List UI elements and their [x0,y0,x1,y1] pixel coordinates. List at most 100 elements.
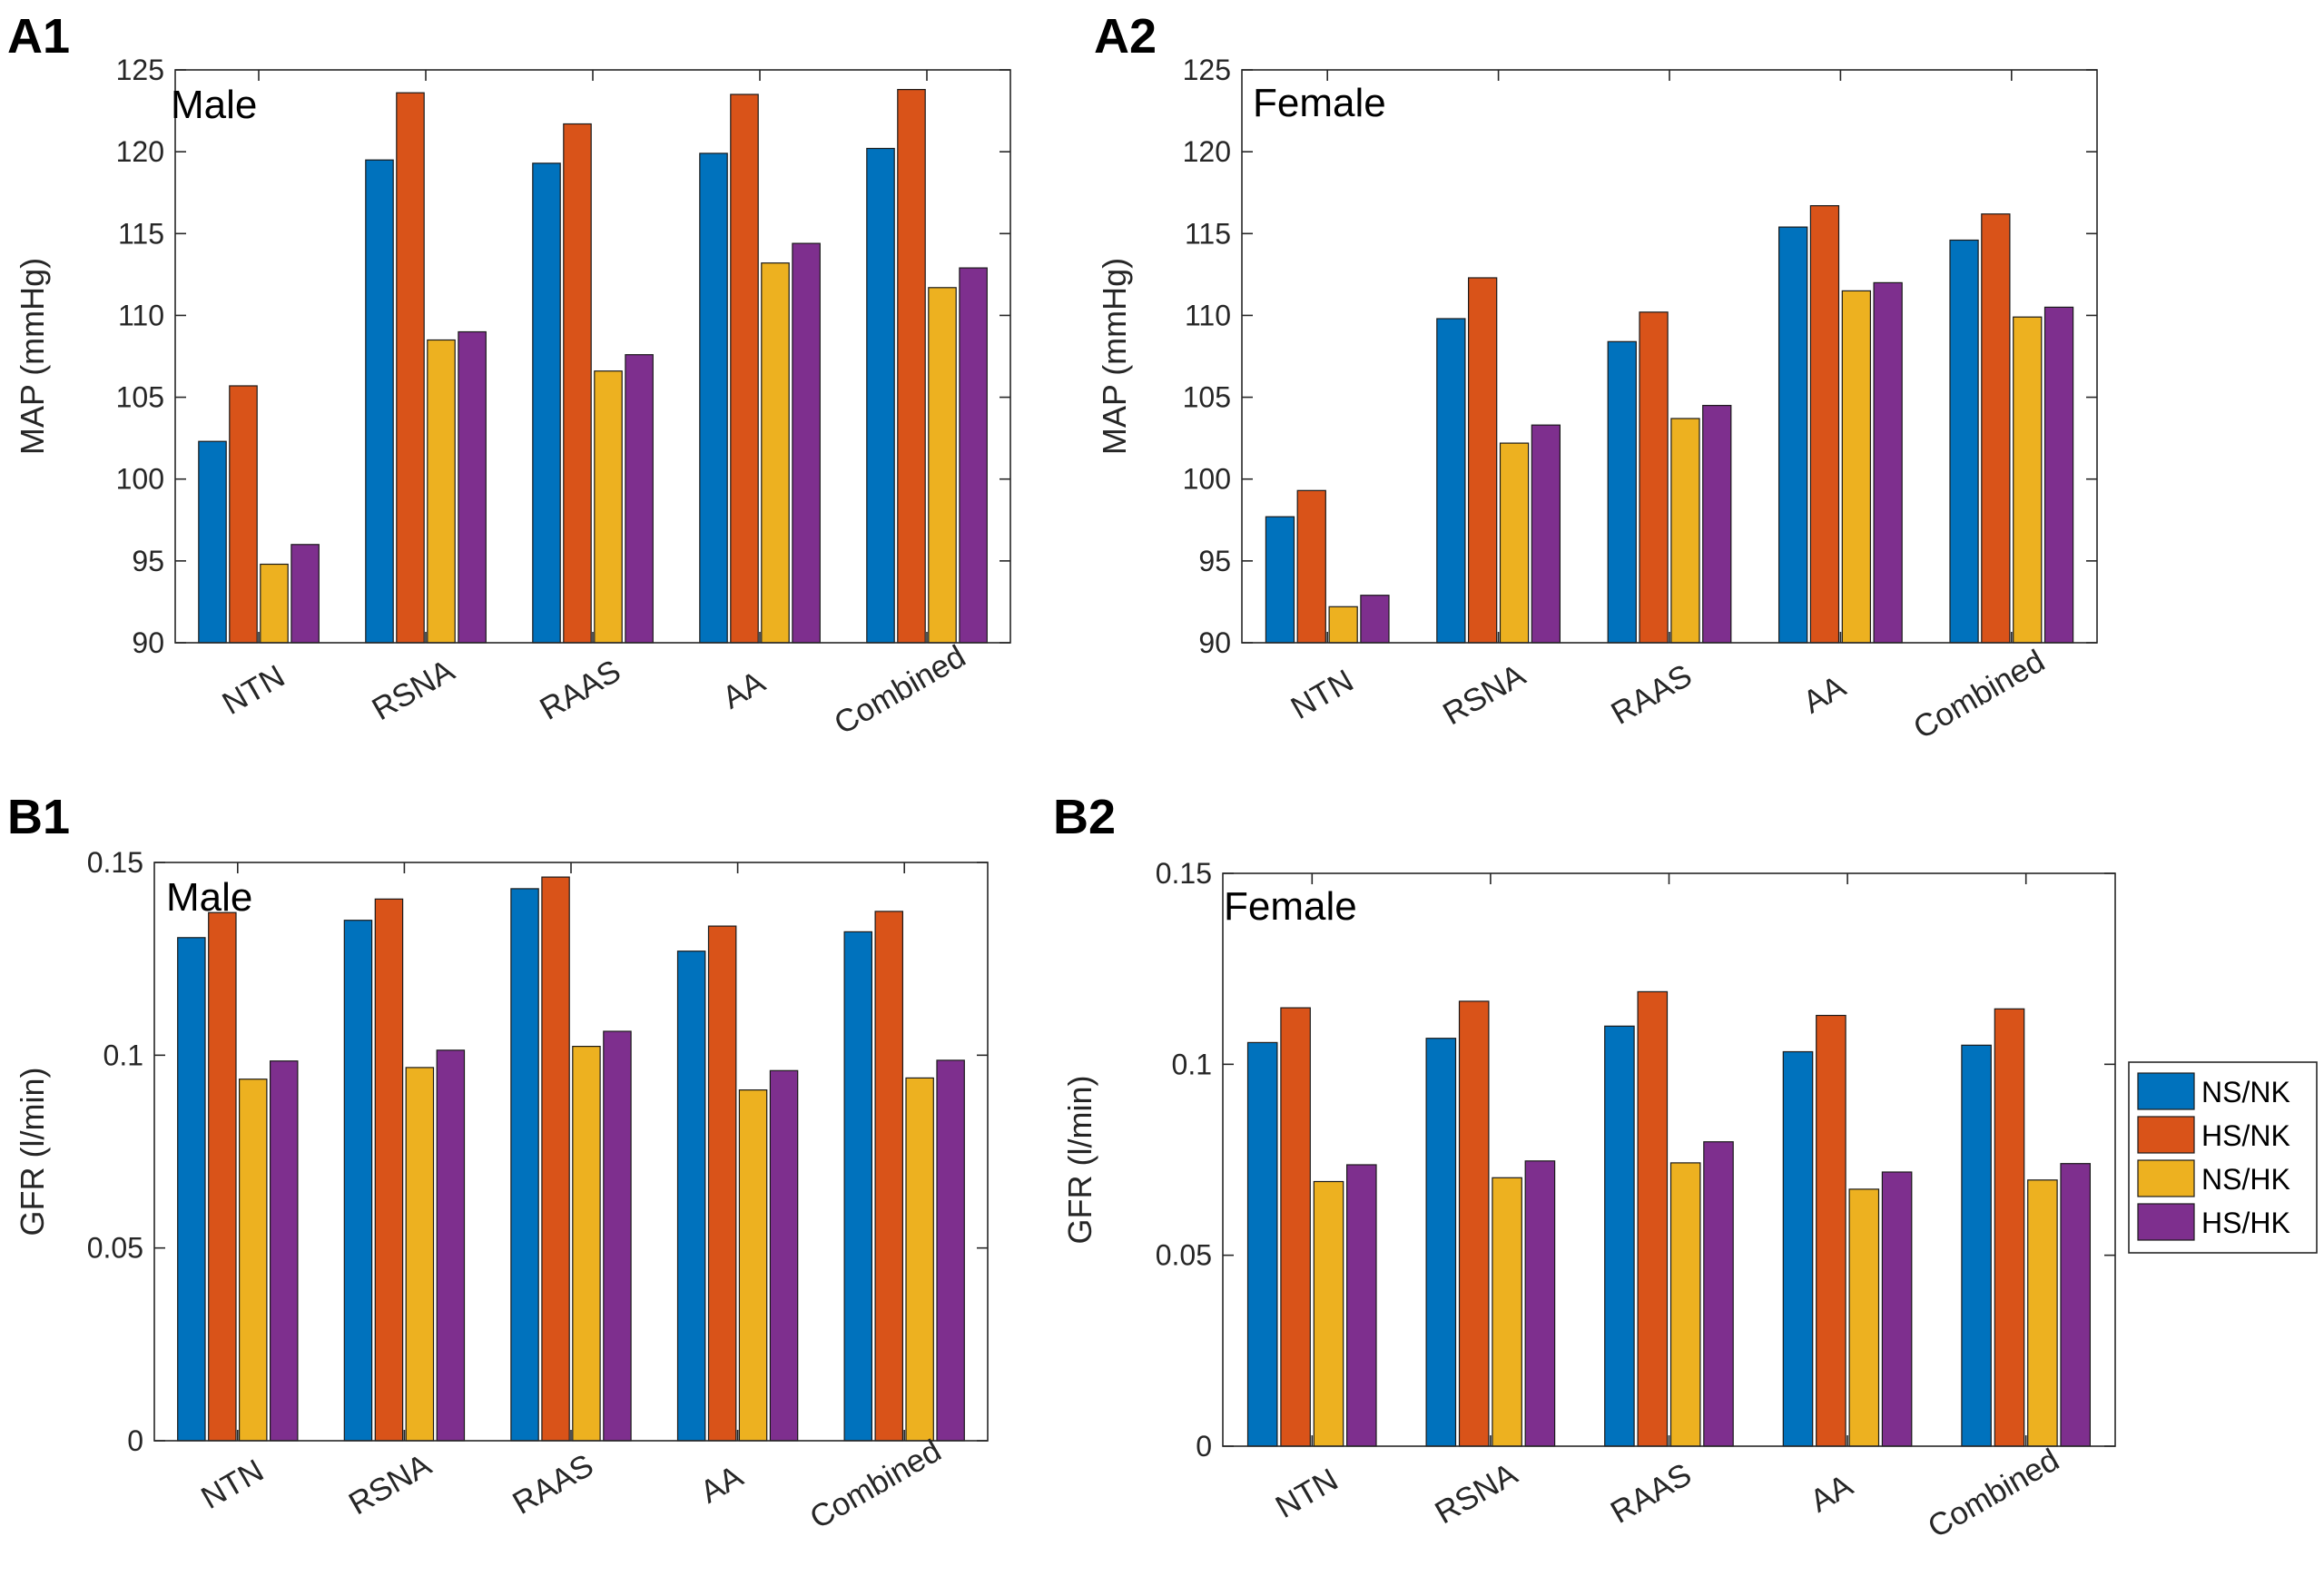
x-tick-label-combined: Combined [1922,1442,2065,1545]
bar-a2-nshk-aa [1841,290,1872,644]
bar-b2-nsnk-rsna [1425,1038,1457,1447]
panel-letter-a1: A1 [7,9,70,64]
panel-letter-a2: A2 [1094,9,1157,64]
bar-b1-nsnk-raas [510,888,539,1442]
x-tick-label-aa: AA [694,1458,750,1510]
bar-b2-hsnk-ntn [1280,1007,1311,1447]
bar-a2-nshk-rsna [1499,442,1530,644]
bar-a2-hsnk-aa [1809,205,1840,644]
y-tick-label: 100 [116,463,164,496]
bar-a2-hshk-combined [2043,306,2074,644]
bar-a1-hsnk-ntn [229,385,258,644]
y-axis-label: GFR (l/min) [14,1068,51,1236]
bar-b2-hsnk-rsna [1458,1000,1490,1447]
bar-b1-hshk-aa [769,1069,799,1442]
y-tick-label: 0.1 [103,1039,143,1071]
legend-swatch-hsnk [2137,1116,2195,1154]
bar-b2-nshk-raas [1669,1162,1701,1447]
bar-b1-hsnk-raas [541,876,570,1442]
bar-b2-hshk-combined [2060,1163,2092,1447]
bar-a2-hsnk-raas [1639,311,1669,644]
bar-b1-hshk-combined [936,1059,965,1442]
y-tick-label: 125 [1183,54,1231,86]
x-tick-label-rsna: RSNA [1429,1456,1523,1532]
y-tick-label: 115 [1185,217,1231,250]
x-tick-label-ntn: NTN [1285,663,1360,726]
x-tick-label-ntn: NTN [1270,1462,1344,1525]
bar-b1-hsnk-rsna [374,898,404,1442]
bar-b2-hshk-ntn [1345,1164,1377,1447]
bar-a1-hshk-combined [959,267,988,644]
bar-b1-nshk-rsna [405,1067,435,1442]
bar-a1-hshk-ntn [290,544,320,644]
y-tick-label: 105 [1183,381,1231,414]
x-tick-label-combined: Combined [828,638,971,742]
bar-b1-nshk-combined [905,1077,934,1442]
bar-a2-nsnk-raas [1607,340,1637,644]
bar-a2-nsnk-ntn [1265,516,1295,644]
bar-b2-nshk-combined [2027,1179,2058,1447]
panel-letter-b2: B2 [1053,790,1116,844]
chart-title: Female [1224,884,1357,929]
bar-a2-nshk-raas [1670,418,1700,644]
y-tick-label: 0.15 [87,846,143,879]
legend-label-hshk: HS/HK [2201,1207,2290,1239]
legend-swatch-nsnk [2137,1072,2195,1110]
panel-b2: B2 0 0.05 0.1 0.15 NTN RSNA RAAS AA Combined GFR … [1053,790,2116,1545]
y-tick-label: 100 [1183,463,1231,496]
bar-b1-nshk-aa [738,1089,768,1442]
bar-a2-hshk-raas [1702,405,1732,644]
bar-b2-hsnk-combined [1994,1008,2025,1447]
bar-b2-hsnk-aa [1816,1014,1846,1447]
bar-a1-nsnk-ntn [198,440,227,644]
x-tick-label-combined: Combined [1907,643,2051,746]
bar-b2-hshk-rsna [1524,1160,1556,1447]
y-tick-label: 115 [118,217,164,250]
y-tick-label: 110 [1185,299,1231,331]
y-tick-label: 0.15 [1156,857,1212,890]
y-tick-label: 90 [1198,626,1231,659]
bar-b2-nshk-ntn [1313,1180,1344,1447]
bar-b1-hshk-rsna [436,1049,466,1442]
bar-b1-hsnk-combined [874,911,903,1442]
bar-a1-hsnk-combined [897,88,926,644]
bar-b1-hsnk-ntn [208,911,237,1442]
bar-a2-nshk-combined [2013,316,2043,644]
bar-b2-hshk-aa [1881,1171,1913,1447]
bar-b1-nsnk-combined [843,931,872,1442]
bar-a2-hsnk-combined [1981,213,2011,644]
legend-swatch-nshk [2137,1159,2195,1197]
bar-a1-nshk-combined [928,287,957,644]
y-tick-label: 0 [1196,1430,1212,1463]
y-tick-label: 95 [1198,545,1231,577]
bar-a2-hshk-ntn [1360,595,1390,644]
x-tick-label-aa: AA [716,664,772,715]
y-tick-label: 95 [132,545,164,577]
bar-a2-nsnk-aa [1777,226,1808,644]
x-tick-label-aa: AA [1804,1467,1859,1519]
bar-b1-nshk-ntn [239,1079,268,1442]
x-tick-label-raas: RAAS [1605,1456,1698,1530]
x-tick-label-raas: RAAS [1605,657,1698,731]
y-axis-label: MAP (mmHg) [1096,258,1133,455]
bar-a1-nshk-ntn [260,563,289,644]
y-tick-label: 90 [132,626,164,659]
bar-a2-nshk-ntn [1328,606,1358,644]
y-tick-label: 0.05 [1156,1239,1212,1272]
panel-b1: B1 0 0.05 0.1 0.15 NTN RSNA RAAS AA Combined GFR … [7,790,989,1536]
x-tick-label-aa: AA [1797,668,1853,720]
bar-a1-nsnk-combined [866,147,895,644]
bar-a1-hsnk-raas [563,123,592,644]
y-tick-label: 0.1 [1172,1048,1212,1080]
bar-a1-nshk-aa [761,262,790,644]
x-tick-label-raas: RAAS [534,653,626,726]
chart-title: Male [171,83,257,127]
bar-a1-nshk-rsna [427,339,456,644]
x-tick-label-ntn: NTN [216,658,290,722]
y-tick-label: 125 [116,54,164,86]
y-tick-label: 0.05 [87,1232,143,1265]
y-tick-label: 120 [116,135,164,168]
legend-label-hsnk: HS/NK [2201,1119,2290,1152]
legend: NS/NK HS/NK NS/HK HS/HK [2128,1061,2318,1254]
